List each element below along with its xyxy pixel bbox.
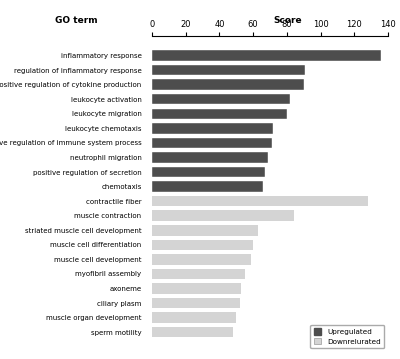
Bar — [152, 152, 268, 163]
Bar — [152, 108, 287, 119]
Bar — [152, 65, 306, 75]
Text: Score: Score — [274, 16, 302, 25]
Bar — [152, 327, 233, 337]
Bar — [152, 298, 240, 308]
Bar — [152, 94, 290, 104]
Bar — [152, 312, 236, 323]
Bar — [152, 50, 381, 61]
Bar — [152, 269, 245, 279]
Bar — [152, 123, 273, 134]
Legend: Upregulated, Downrelurated: Upregulated, Downrelurated — [310, 325, 384, 348]
Bar — [152, 167, 265, 177]
Bar — [152, 254, 252, 265]
Bar — [152, 79, 304, 90]
Bar — [152, 181, 263, 192]
Bar — [152, 196, 368, 206]
Text: GO term: GO term — [55, 16, 97, 25]
Bar — [152, 210, 294, 221]
Bar — [152, 225, 258, 236]
Bar — [152, 137, 272, 148]
Bar — [152, 283, 241, 294]
Bar — [152, 239, 253, 250]
